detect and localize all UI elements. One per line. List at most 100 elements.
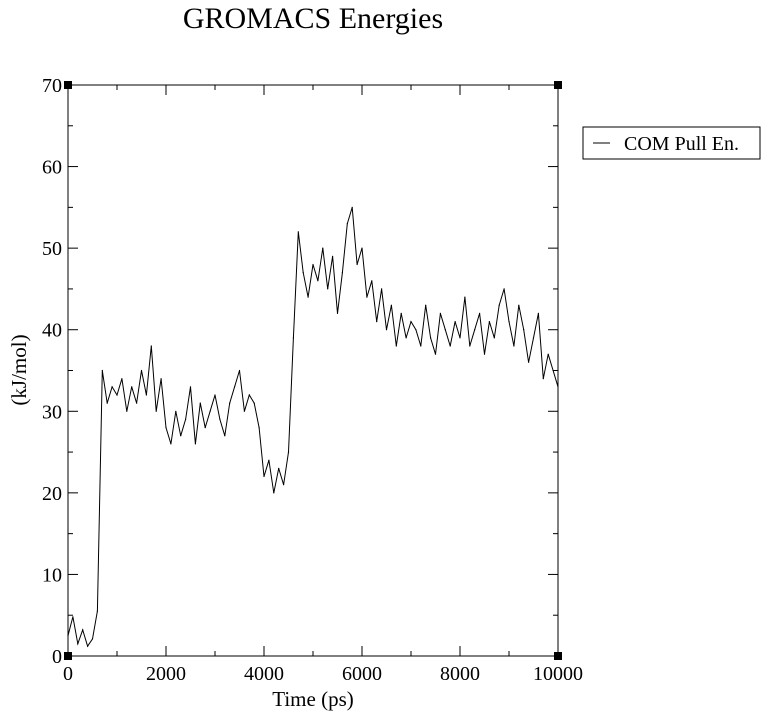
data-point <box>82 629 84 631</box>
x-axis-label: Time (ps) <box>272 687 354 711</box>
data-point <box>170 443 172 445</box>
data-point <box>385 329 388 331</box>
data-point <box>479 312 481 314</box>
data-point <box>253 402 255 404</box>
data-point <box>503 288 505 290</box>
data-point <box>126 410 128 412</box>
data-point <box>116 394 118 396</box>
data-point <box>395 345 397 347</box>
data-point <box>381 288 383 290</box>
y-axis-label: (kJ/mol) <box>7 334 31 405</box>
data-point <box>204 427 206 429</box>
data-point <box>278 467 280 469</box>
y-tick-label: 70 <box>42 75 62 97</box>
data-point <box>327 288 329 290</box>
data-point <box>72 616 74 618</box>
data-point <box>312 263 314 266</box>
data-point <box>150 345 152 347</box>
data-point <box>214 394 216 396</box>
data-point <box>224 435 226 437</box>
data-point <box>185 418 187 420</box>
data-point <box>140 369 143 372</box>
data-point <box>366 296 368 298</box>
data-point <box>307 296 309 298</box>
data-point <box>537 312 540 314</box>
y-tick-label: 60 <box>42 157 62 179</box>
series-line-0 <box>67 207 559 648</box>
data-point <box>292 337 294 339</box>
x-tick-label: 10000 <box>533 663 583 685</box>
data-point <box>361 247 363 249</box>
data-point <box>238 369 241 372</box>
data-point <box>111 386 113 388</box>
data-point <box>248 394 250 396</box>
data-point <box>131 386 133 388</box>
data-point <box>263 475 265 478</box>
data-point <box>121 378 123 380</box>
data-point <box>376 321 378 323</box>
chart-title: GROMACS Energies <box>183 2 443 35</box>
data-point <box>469 345 471 347</box>
data-point <box>508 321 510 323</box>
data-point <box>434 353 437 355</box>
data-point <box>488 321 490 323</box>
data-point <box>518 304 520 306</box>
data-point <box>400 312 402 314</box>
data-point <box>322 247 324 249</box>
x-tick-label: 6000 <box>342 663 382 685</box>
data-point <box>199 402 201 404</box>
data-point <box>101 369 103 372</box>
x-tick-label: 8000 <box>440 663 480 685</box>
legend-box <box>582 126 761 160</box>
data-point <box>351 206 353 208</box>
data-point <box>160 378 162 380</box>
data-point <box>219 418 221 420</box>
x-tick-label: 2000 <box>146 663 186 685</box>
data-point <box>464 296 466 298</box>
data-point <box>523 329 525 331</box>
data-point <box>302 272 304 274</box>
data-point <box>297 231 299 233</box>
y-tick-label: 50 <box>42 238 62 260</box>
data-point <box>356 263 358 266</box>
data-point <box>287 451 290 453</box>
data-point <box>317 280 319 282</box>
data-point <box>258 427 260 429</box>
y-tick-label: 10 <box>42 564 62 586</box>
data-point <box>542 378 544 380</box>
data-point <box>410 321 412 323</box>
data-point <box>175 410 177 412</box>
data-point <box>341 272 343 274</box>
data-point <box>405 337 407 339</box>
data-point <box>439 312 441 314</box>
data-point <box>180 435 182 437</box>
data-point <box>474 329 476 331</box>
data-point <box>390 304 392 306</box>
x-tick-label: 4000 <box>244 663 284 685</box>
data-point <box>91 638 94 640</box>
data-point <box>557 386 559 388</box>
data-point <box>234 386 236 388</box>
series-group <box>67 206 559 648</box>
x-tick-label: 0 <box>63 663 73 685</box>
data-point <box>513 345 515 347</box>
x-tick-labels: 0 2000 4000 6000 8000 10000 <box>63 663 583 685</box>
data-point <box>229 402 231 404</box>
data-point <box>336 312 339 314</box>
data-point <box>547 353 549 355</box>
data-point <box>283 484 285 486</box>
y-tick-label: 30 <box>42 401 62 423</box>
legend-label: COM Pull En. <box>624 133 739 155</box>
data-point <box>371 280 373 282</box>
data-point <box>420 345 422 347</box>
y-tick-label: 20 <box>42 483 62 505</box>
data-point <box>273 492 275 494</box>
data-point <box>425 304 427 306</box>
data-point <box>493 337 495 339</box>
data-point <box>532 337 535 339</box>
data-point <box>106 402 108 404</box>
y-tick-label: 0 <box>52 646 62 668</box>
data-point <box>209 410 211 412</box>
data-point <box>430 337 432 339</box>
data-point <box>243 410 245 412</box>
